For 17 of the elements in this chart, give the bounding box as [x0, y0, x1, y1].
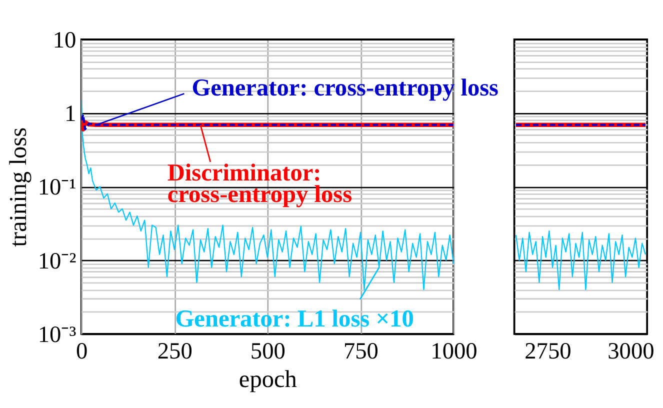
- y-tick-label: 10⁻³: [38, 322, 76, 348]
- annotation: Discriminator: cross-entropy loss: [167, 160, 352, 208]
- annotation: Generator: cross-entropy loss: [192, 74, 499, 102]
- x-tick-label: 1000: [430, 338, 478, 365]
- x-tick-label: 500: [250, 338, 286, 365]
- annotation: Generator: L1 loss ×10: [175, 305, 414, 332]
- x-tick-label: 750: [343, 338, 378, 365]
- y-tick-label: 1: [64, 100, 76, 127]
- y-axis-title: training loss: [5, 127, 32, 247]
- x-tick-label: 250: [157, 338, 192, 365]
- x-tick-label: 2750: [524, 338, 572, 365]
- x-tick-label: 0: [76, 338, 88, 365]
- x-tick-label: 3000: [608, 338, 654, 365]
- y-tick-label: 10⁻¹: [38, 174, 76, 201]
- y-tick-label: 10: [52, 27, 76, 54]
- x-axis-title: epoch: [238, 366, 297, 393]
- y-tick-label: 10⁻²: [38, 248, 76, 274]
